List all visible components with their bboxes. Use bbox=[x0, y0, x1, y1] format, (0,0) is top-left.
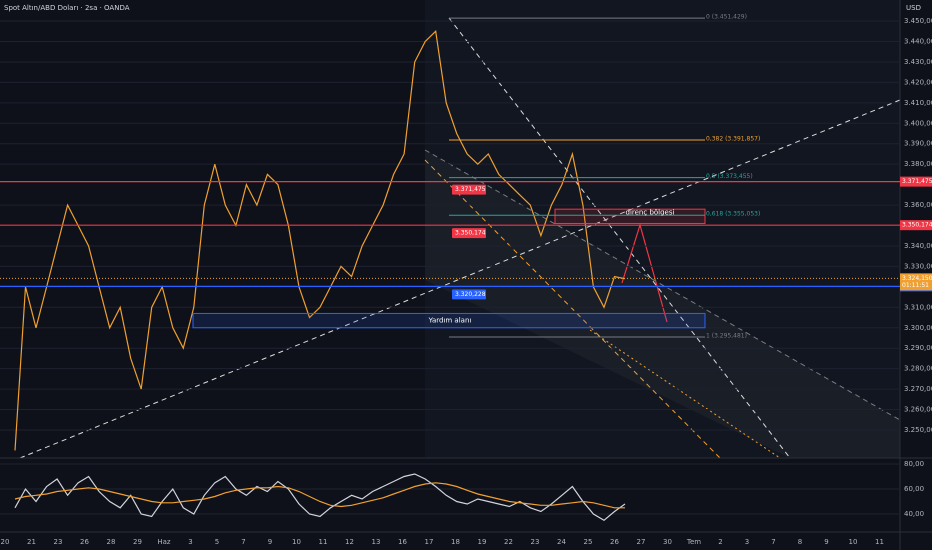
y-tick-label: 3.300,000 bbox=[904, 324, 932, 332]
zone bbox=[554, 208, 706, 224]
x-tick-label: 20 bbox=[1, 538, 10, 546]
x-tick-label: 7 bbox=[241, 538, 245, 546]
y-tick-label: 3.280,000 bbox=[904, 365, 932, 373]
fib-label: 0,618 (3.355,053) bbox=[706, 211, 760, 218]
x-tick-label: 26 bbox=[610, 538, 619, 546]
x-tick-label: 18 bbox=[451, 538, 460, 546]
x-tick-label: 11 bbox=[875, 538, 884, 546]
x-tick-label: 23 bbox=[54, 538, 63, 546]
x-tick-label: Haz bbox=[157, 538, 171, 546]
fib-label: 1 (3.295,481) bbox=[706, 332, 747, 339]
chart-title: Spot Altın/ABD Doları · 2sa · OANDA bbox=[4, 4, 130, 12]
zone bbox=[192, 312, 706, 329]
x-tick-label: Tem bbox=[686, 538, 701, 546]
fib-label: 0,382 (3.391,857) bbox=[706, 135, 760, 142]
level-tag-label: 3.350,174 bbox=[455, 230, 486, 237]
trend-line bbox=[424, 159, 721, 459]
x-tick-label: 29 bbox=[133, 538, 142, 546]
x-tick-label: 23 bbox=[531, 538, 540, 546]
level-tag-label: 3.371,475 bbox=[455, 186, 486, 193]
x-tick-label: 19 bbox=[478, 538, 487, 546]
x-tick-label: 9 bbox=[268, 538, 272, 546]
price-line bbox=[14, 482, 625, 509]
x-tick-label: 5 bbox=[215, 538, 219, 546]
currency: USD bbox=[906, 4, 921, 12]
price-line bbox=[14, 30, 626, 451]
trend-line bbox=[448, 17, 791, 459]
x-tick-label: 26 bbox=[80, 538, 89, 546]
x-tick-label: 7 bbox=[771, 538, 775, 546]
zone-label: direnç bölgesi bbox=[626, 208, 675, 216]
x-tick-label: 24 bbox=[557, 538, 566, 546]
axis-badge-label: 3.371,475 bbox=[902, 178, 932, 185]
y-tick-label: 3.360,000 bbox=[904, 201, 932, 209]
x-tick-label: 3 bbox=[188, 538, 192, 546]
x-tick-label: 8 bbox=[798, 538, 802, 546]
x-tick-label: 10 bbox=[849, 538, 858, 546]
level-tag bbox=[452, 184, 486, 195]
y-tick-label: 3.290,000 bbox=[904, 344, 932, 352]
x-tick-label: 2 bbox=[718, 538, 722, 546]
price-badge bbox=[900, 273, 932, 291]
x-tick-label: 13 bbox=[372, 538, 381, 546]
y-tick-label: 40,00 bbox=[904, 510, 924, 518]
y-tick-label: 60,00 bbox=[904, 485, 924, 493]
y-tick-label: 3.410,000 bbox=[904, 99, 932, 107]
fib-label: 0 (3.451,429) bbox=[706, 14, 747, 21]
level-tag bbox=[452, 228, 486, 239]
y-tick-label: 3.330,000 bbox=[904, 262, 932, 270]
trend-line bbox=[424, 149, 901, 421]
trend-line bbox=[589, 329, 781, 459]
x-tick-label: 16 bbox=[398, 538, 407, 546]
fib-label: 0,5 (3.373,455) bbox=[706, 173, 753, 180]
x-tick-label: 25 bbox=[584, 538, 593, 546]
axis-badge bbox=[900, 176, 932, 187]
y-tick-label: 3.400,000 bbox=[904, 119, 932, 127]
x-tick-label: 22 bbox=[504, 538, 513, 546]
y-tick-label: 3.310,000 bbox=[904, 303, 932, 311]
y-tick-label: 3.450,000 bbox=[904, 17, 932, 25]
level-tag bbox=[452, 289, 486, 300]
price-badge-label: 3.324,150 bbox=[902, 275, 932, 282]
y-tick-label: 3.270,000 bbox=[904, 385, 932, 393]
y-tick-label: 3.380,000 bbox=[904, 160, 932, 168]
y-tick-label: 3.250,000 bbox=[904, 426, 932, 434]
x-tick-label: 9 bbox=[824, 538, 828, 546]
axis-badge bbox=[900, 220, 932, 231]
axis-badge-label: 3.350,174 bbox=[902, 222, 932, 229]
x-tick-label: 27 bbox=[637, 538, 646, 546]
y-tick-label: 3.440,000 bbox=[904, 38, 932, 46]
x-tick-label: 28 bbox=[107, 538, 116, 546]
x-tick-label: 12 bbox=[345, 538, 354, 546]
y-tick-label: 3.430,000 bbox=[904, 58, 932, 66]
x-tick-label: 3 bbox=[745, 538, 749, 546]
x-tick-label: 30 bbox=[663, 538, 672, 546]
y-tick-label: 3.340,000 bbox=[904, 242, 932, 250]
y-tick-label: 3.420,000 bbox=[904, 78, 932, 86]
x-tick-label: 17 bbox=[425, 538, 434, 546]
y-tick-label: 3.390,000 bbox=[904, 140, 932, 148]
countdown: 01:11:51 bbox=[902, 282, 929, 289]
x-tick-label: 11 bbox=[319, 538, 328, 546]
zone-label: Yardım alanı bbox=[428, 317, 472, 325]
x-tick-label: 21 bbox=[27, 538, 36, 546]
y-tick-label: 80,00 bbox=[904, 460, 924, 468]
level-tag-label: 3.320,228 bbox=[455, 291, 486, 298]
x-tick-label: 10 bbox=[292, 538, 301, 546]
y-tick-label: 3.260,000 bbox=[904, 406, 932, 414]
